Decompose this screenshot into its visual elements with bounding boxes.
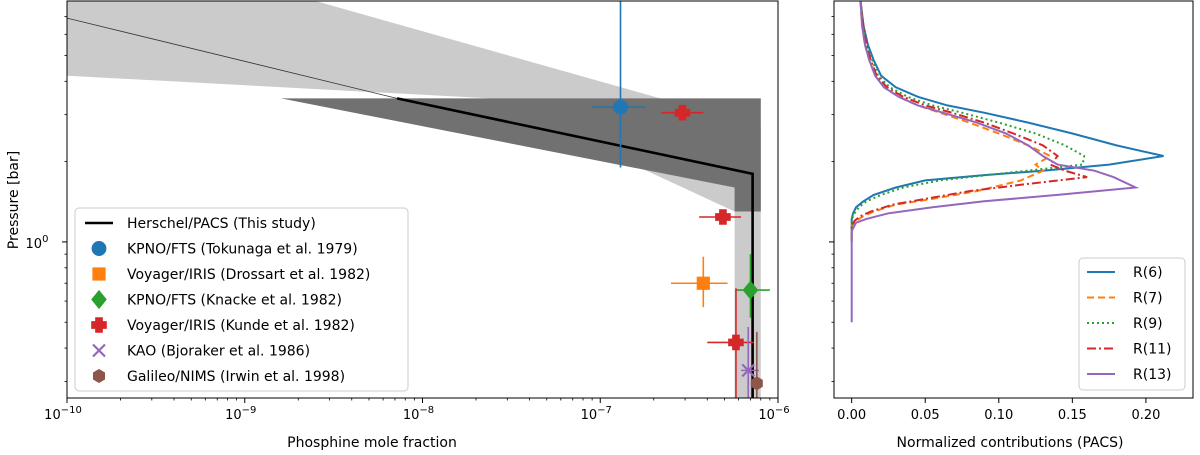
x-tick-label: 10−10 [44,405,82,423]
right-x-axis: 0.00 0.05 0.10 0.15 0.20 [837,398,1160,423]
circle-marker [613,99,628,115]
x-tick-label: 10−8 [403,405,434,423]
legend-entry: R(7) [1087,291,1163,307]
legend-label: KPNO/FTS (Knacke et al. 1982) [127,293,342,309]
square-marker [92,267,106,281]
tick-base: 10 [225,408,242,423]
diamond-marker [91,289,107,310]
legend-entry: Voyager/IRIS (Drossart et al. 1982) [92,267,370,283]
tick-base: 10 [403,408,420,423]
data-point [741,326,759,398]
legend-entry: R(9) [1087,316,1163,332]
legend-label: Voyager/IRIS (Drossart et al. 1982) [127,267,370,283]
x-tick-label: 0.15 [1058,408,1087,423]
x-marker [741,363,756,378]
model-uncertainty-bands [67,1,761,398]
model-line [396,97,754,398]
tick-exponent: −10 [61,405,82,416]
legend-label: Galileo/NIMS (Irwin et al. 1998) [127,369,345,385]
tick-exponent: −6 [775,405,790,416]
legend-label: R(11) [1133,342,1171,358]
legend-label: R(13) [1133,367,1171,383]
observation-points [592,1,770,398]
legend-label: R(9) [1133,316,1163,332]
tick-base: 10 [581,408,598,423]
left-y-axis-label: Pressure [bar] [6,151,22,249]
right-y-axis [829,16,834,382]
legend-label: Herschel/PACS (This study) [127,216,316,232]
legend-label: R(7) [1133,291,1163,307]
legend-label: Voyager/IRIS (Kunde et al. 1982) [127,318,355,334]
model-thin-line [67,17,398,99]
left-y-axis: 100 [26,16,67,382]
left-legend: Herschel/PACS (This study) KPNO/FTS (Toku… [74,207,409,392]
data-point [592,1,646,168]
x-tick-label: 0.10 [984,408,1013,423]
legend-label: R(6) [1133,265,1163,281]
tick-exponent: −8 [419,405,434,416]
data-point [707,288,754,398]
x-tick-label: 0.20 [1131,408,1160,423]
x-tick-label: 10−6 [758,405,789,423]
dark-uncertainty-band [281,98,761,212]
right-panel: 0.00 0.05 0.10 0.15 0.20 Normalized contribu… [829,0,1194,451]
legend-entry: Galileo/NIMS (Irwin et al. 1998) [93,369,345,385]
contribution-line [850,1,1088,231]
legend-entry: R(11) [1087,342,1171,358]
contribution-line [850,1,1053,242]
left-legend-frame [74,207,409,392]
plus-marker [715,209,731,225]
legend-label: KAO (Bjoraker et al. 1986) [127,344,310,360]
x-marker [92,343,106,358]
tick-exponent: 0 [42,234,48,245]
tick-base: 10 [44,408,61,423]
legend-entry: KPNO/FTS (Knacke et al. 1982) [91,289,342,310]
left-x-axis-label: Phosphine mole fraction [287,435,457,451]
legend-entry: R(13) [1087,367,1171,383]
right-x-axis-label: Normalized contributions (PACS) [897,435,1124,451]
plus-marker [91,317,107,333]
data-point [735,254,770,318]
right-legend-frame [1078,257,1186,391]
circle-marker [91,241,107,256]
y-tick-label: 100 [26,234,49,252]
model-profile [67,17,754,398]
right-legend: R(6) R(7) R(9) R(11) R(13) [1078,257,1186,391]
tick-base: 10 [26,237,43,252]
legend-entry: Voyager/IRIS (Kunde et al. 1982) [91,317,355,334]
left-panel: 10−10 10−9 10−8 10−7 10−6 100 Phosphine mole… [6,0,790,451]
x-tick-label: 0.05 [911,408,940,423]
contribution-line [850,1,1140,323]
data-point [661,104,704,121]
data-point [670,256,728,308]
contribution-line [850,1,1086,231]
plus-marker [674,104,691,121]
square-marker [696,276,710,290]
contribution-line [850,1,1164,242]
plus-marker [728,334,744,351]
data-point [750,331,763,398]
x-tick-label: 10−7 [581,405,612,423]
tick-base: 10 [758,408,775,423]
data-point [699,209,742,225]
diamond-marker [742,280,759,300]
hexagon-marker [93,369,105,383]
x-tick-label: 0.00 [837,408,866,423]
tick-exponent: −9 [242,405,257,416]
hexagon-marker [750,376,763,391]
legend-entry: R(6) [1087,265,1163,281]
right-plot-frame [833,0,1194,399]
left-x-axis: 10−10 10−9 10−8 10−7 10−6 [44,398,790,423]
contribution-curves [850,1,1164,323]
legend-entry: Herschel/PACS (This study) [85,216,316,232]
x-tick-label: 10−9 [225,405,256,423]
legend-entry: KAO (Bjoraker et al. 1986) [92,343,310,360]
tick-exponent: −7 [597,405,612,416]
legend-entry: KPNO/FTS (Tokunaga et al. 1979) [91,241,358,258]
legend-label: KPNO/FTS (Tokunaga et al. 1979) [127,242,358,258]
